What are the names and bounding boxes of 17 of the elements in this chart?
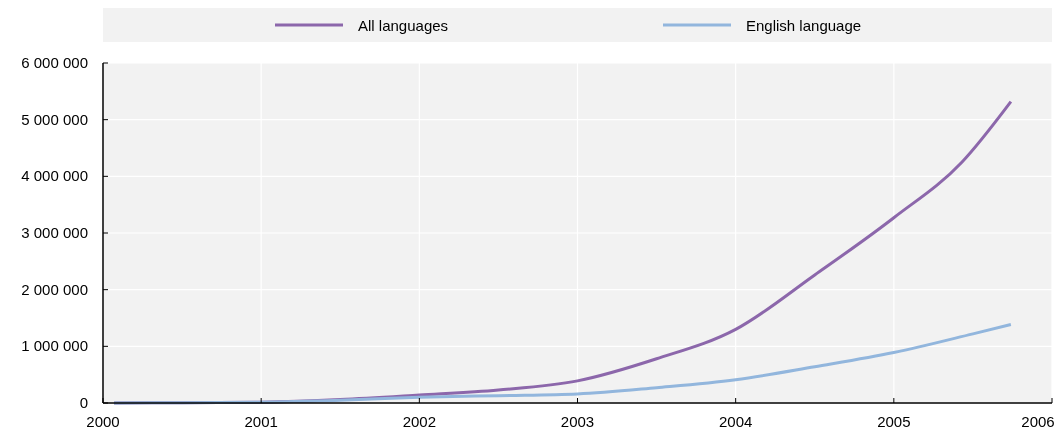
y-tick-label: 2 000 000 — [21, 280, 88, 298]
x-tick-label: 2002 — [402, 413, 437, 430]
y-tick-label: 6 000 000 — [21, 54, 88, 71]
y-tick-label: 4 000 000 — [21, 167, 88, 185]
y-tick-label: 1 000 000 — [21, 337, 88, 355]
x-tick-label: 2005 — [877, 413, 911, 430]
x-tick-label: 2006 — [1021, 413, 1055, 430]
y-tick-label: 5 000 000 — [21, 110, 88, 128]
x-tick-label: 2001 — [244, 413, 278, 430]
y-tick-label: 0 — [79, 394, 88, 411]
x-tick-label: 2003 — [560, 413, 595, 430]
y-tick-label: 3 000 000 — [21, 224, 88, 241]
line-series — [112, 323, 1013, 405]
x-tick-label: 2000 — [86, 413, 120, 430]
legend-label: All languages — [358, 17, 449, 34]
legend-label: English language — [746, 17, 862, 34]
x-tick-label: 2004 — [718, 413, 753, 430]
